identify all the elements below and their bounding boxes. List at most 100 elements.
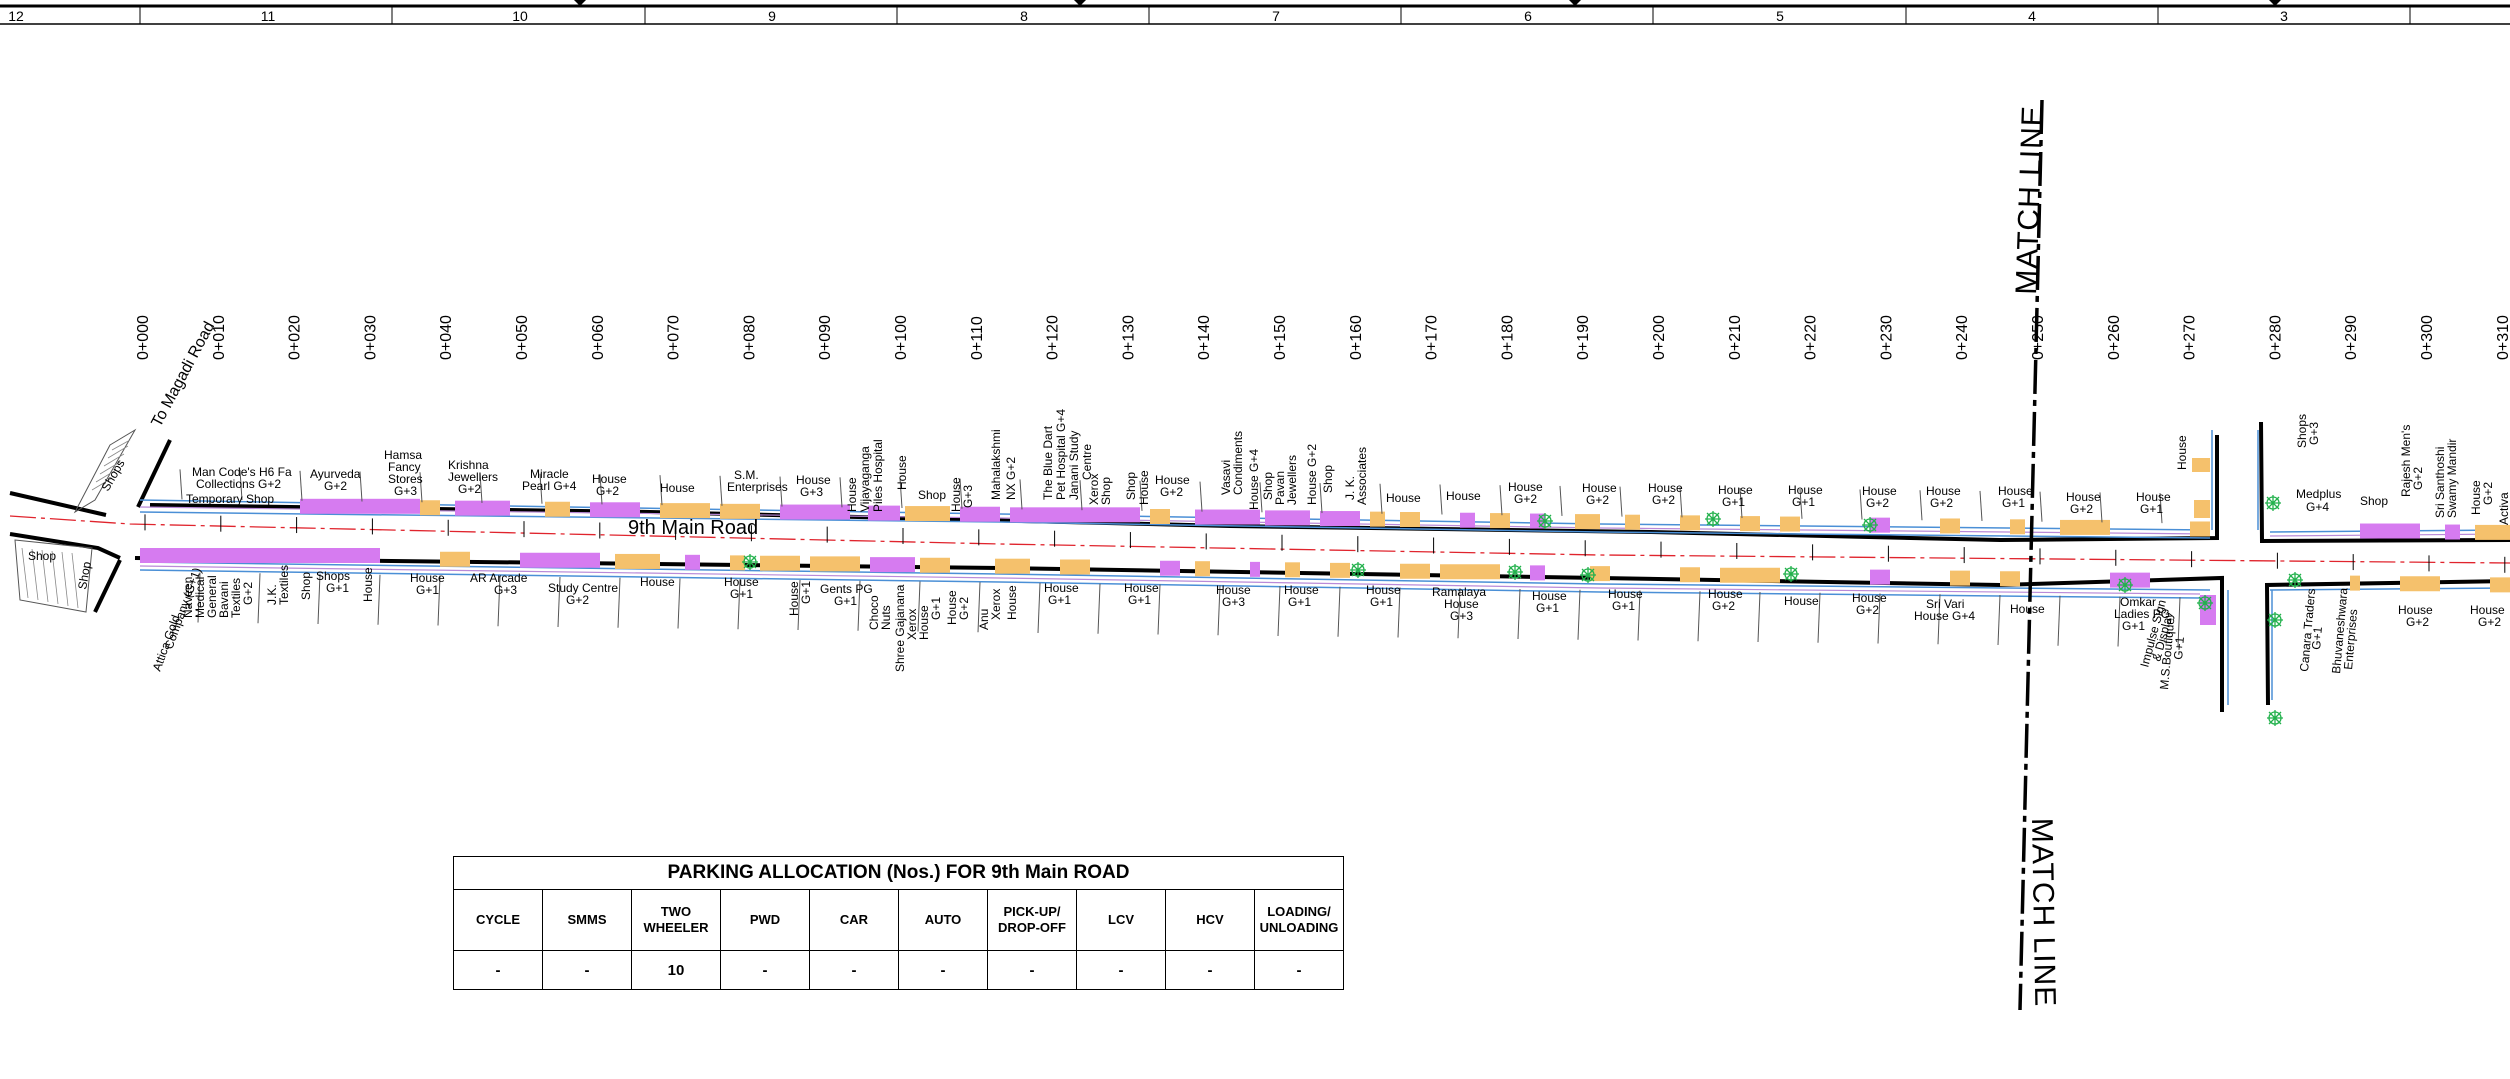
plot-line — [1397, 587, 1401, 638]
plot-line — [1019, 479, 1023, 510]
south-building-label: G+1 — [326, 581, 349, 595]
south-building-label: G+1 — [1288, 595, 1311, 609]
south-building-label: House — [1852, 591, 1887, 605]
plot-line — [2117, 596, 2121, 647]
parking-value-cycle: - — [453, 950, 543, 990]
chainage-label: 0+280 — [2267, 315, 2284, 360]
road-geometry — [9, 421, 2510, 712]
north-building-label: House — [592, 472, 627, 486]
parking-bay — [1250, 561, 1260, 577]
tree-icon — [2267, 710, 2283, 726]
plot-line — [599, 474, 603, 505]
south-building-label: House — [2398, 603, 2433, 617]
south-building-label: AR Arcade — [470, 571, 528, 585]
south-building-label: Textiles — [229, 578, 243, 618]
chainage-label: 0+100 — [893, 315, 910, 360]
south-building-label: G+1 — [1370, 595, 1393, 609]
south-building-label: G+2 — [2406, 615, 2429, 629]
north-building-label: Shop — [1261, 472, 1275, 500]
north-building-label: Sri Santhoshi — [2433, 447, 2447, 518]
tree-icon — [2197, 595, 2213, 611]
plot-line — [1079, 480, 1083, 511]
chainage-label: 0+260 — [2106, 315, 2123, 360]
north-building-label: G+1 — [1722, 495, 1745, 509]
parking-bay — [140, 548, 380, 563]
north-building-label: House G+4 — [1247, 449, 1261, 510]
plot-line — [1259, 482, 1263, 513]
chainage-label: 0+060 — [590, 315, 607, 360]
parking-header-auto: AUTO — [898, 889, 988, 951]
north-building-label: House — [1508, 480, 1543, 494]
north-building-label: House — [1446, 489, 1481, 503]
plot-line — [1739, 488, 1743, 519]
grid-number: 8 — [1020, 8, 1028, 24]
plot-line — [1337, 586, 1341, 637]
tree-symbols — [742, 495, 2303, 726]
south-building-label: G+1 — [1536, 601, 1559, 615]
parking-bay — [920, 557, 950, 573]
north-building-label: Shops — [2295, 414, 2309, 448]
chainage-label: 0+250 — [2030, 315, 2047, 360]
chainage-label: 0+070 — [666, 315, 683, 360]
north-building-label: House G+2 — [1305, 444, 1319, 505]
north-building-label: G+2 — [2481, 482, 2495, 505]
plot-line — [1199, 481, 1203, 512]
grid-number: 7 — [1272, 8, 1280, 24]
plot-line — [1037, 582, 1041, 634]
south-building-label: House — [361, 567, 375, 602]
south-building-label: G+1 — [730, 587, 753, 601]
grid-number: 11 — [261, 8, 276, 24]
parking-bay — [660, 503, 710, 519]
north-building-label: Janani Study — [1067, 431, 1081, 500]
parking-bay — [545, 501, 570, 517]
north-building-label: G+1 — [1792, 495, 1815, 509]
north-building-label: Shop — [1321, 465, 1335, 493]
plot-line — [359, 471, 363, 502]
north-building-label: G+2 — [1160, 485, 1183, 499]
plot-line — [959, 478, 963, 509]
road-name-label: 9th Main Road — [628, 517, 758, 539]
north-building-label: House — [1386, 491, 1421, 505]
south-building-label: Ladies PG — [2114, 607, 2170, 621]
plot-line — [257, 573, 261, 624]
chainage-label: 0+130 — [1120, 315, 1137, 360]
north-building-label: Activa — [2497, 492, 2510, 525]
parking-bay — [1150, 509, 1170, 524]
plot-line — [197, 572, 201, 623]
north-building-label: Pavan — [1273, 471, 1287, 505]
parking-bay — [455, 500, 510, 516]
plot-line — [2039, 491, 2043, 522]
parking-bay — [868, 505, 900, 521]
plot-line — [2057, 595, 2061, 646]
north-building-label: Stores — [388, 472, 423, 486]
plot-line — [179, 469, 183, 500]
north-building-label: Vasavi — [1219, 460, 1233, 495]
plot-line — [2177, 597, 2181, 648]
grid-number: 9 — [768, 8, 776, 24]
parking-bay — [960, 506, 1000, 522]
north-building-label: House — [2066, 490, 2101, 504]
north-building-label: Rajesh Men's — [2399, 425, 2413, 497]
south-building-label: G+2 — [957, 597, 971, 620]
north-building-label: Piles Hospital — [871, 439, 885, 512]
south-building-label: Nuts — [879, 605, 893, 630]
plot-line — [437, 575, 441, 626]
south-building-label: G+2 — [1712, 599, 1735, 613]
parking-header-two-wheeler: TWO WHEELER — [631, 889, 721, 951]
south-building-label: G+3 — [1450, 609, 1473, 623]
parking-bay — [440, 551, 470, 567]
north-building-label: Mahalakshmi — [989, 429, 1003, 500]
plot-line — [299, 470, 303, 501]
parking-bay — [720, 503, 760, 519]
north-building-label: Xerox — [1087, 474, 1101, 505]
north-building-label: Shop — [2360, 494, 2388, 508]
parking-value-two-wheeler: 10 — [631, 950, 721, 990]
plot-line — [1139, 480, 1143, 511]
plot-line — [1319, 483, 1323, 514]
parking-value-car: - — [809, 950, 899, 990]
parking-header-pwd: PWD — [720, 889, 810, 951]
parking-bay — [685, 554, 700, 570]
parking-bay — [1950, 570, 1970, 586]
